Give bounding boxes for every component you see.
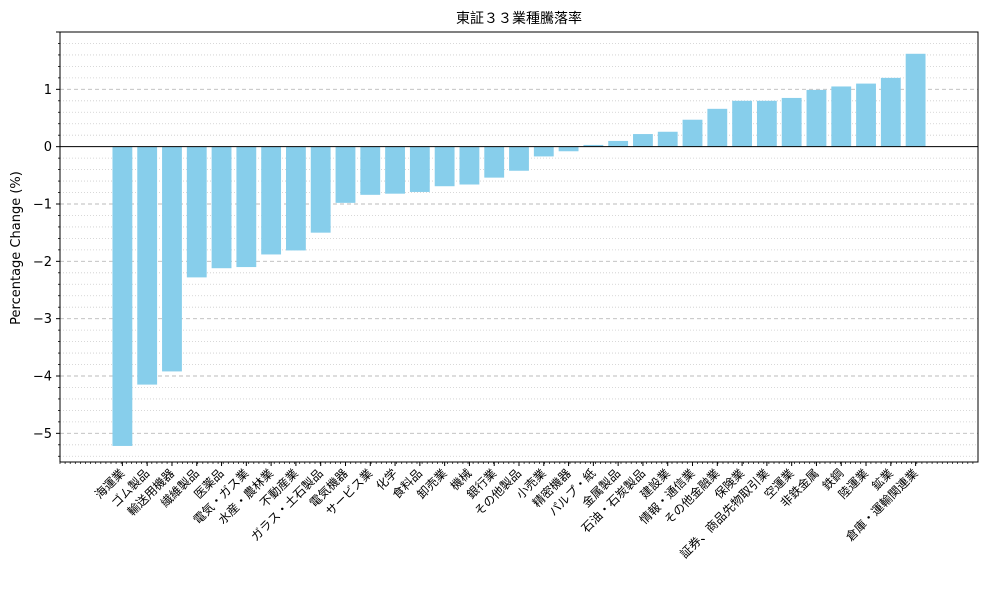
bar (137, 146, 158, 385)
bar (856, 83, 876, 147)
bars (112, 53, 926, 446)
bar (806, 89, 827, 147)
bar (385, 146, 405, 194)
bar (360, 146, 381, 195)
bar (434, 146, 455, 187)
bar (236, 146, 257, 268)
bar (682, 119, 703, 147)
y-tick-label: 0 (44, 140, 52, 155)
bar (707, 108, 728, 147)
bar (608, 140, 629, 147)
y-tick-label: 1 (44, 83, 52, 98)
bar (533, 146, 554, 157)
bar (633, 134, 653, 147)
y-ticks: −5 −4 −3 −2 −1 0 1 (33, 31, 60, 457)
plot-frame (59, 31, 979, 463)
bar (285, 146, 306, 251)
y-tick-label: −1 (33, 198, 52, 213)
bar (261, 146, 282, 255)
bar (657, 131, 678, 147)
y-tick-label: −2 (33, 255, 52, 270)
bar (905, 53, 926, 147)
y-axis-label: Percentage Change (%) (9, 171, 24, 325)
bar (112, 146, 133, 446)
bar (459, 146, 480, 185)
y-tick-label: −5 (33, 427, 52, 442)
bar (756, 100, 777, 147)
bar (558, 146, 579, 152)
chart-title: 東証３３業種騰落率 (456, 10, 582, 27)
bar (509, 146, 529, 171)
bar (831, 86, 852, 147)
bar (880, 77, 901, 147)
y-tick-label: −4 (33, 370, 52, 385)
bar (484, 146, 505, 178)
bar (335, 146, 356, 203)
bar (781, 97, 802, 147)
bar (409, 146, 430, 192)
bar (186, 146, 207, 278)
bar (162, 146, 182, 372)
x-ticks: 海運業ゴム製品輸送用機器繊維製品医薬品電気・ガス業水産・農林業不動産業ガラス・土… (59, 462, 974, 561)
bar (211, 146, 232, 269)
bar (732, 100, 753, 147)
bar (310, 146, 331, 233)
bar (583, 144, 604, 147)
y-tick-label: −3 (33, 312, 52, 327)
